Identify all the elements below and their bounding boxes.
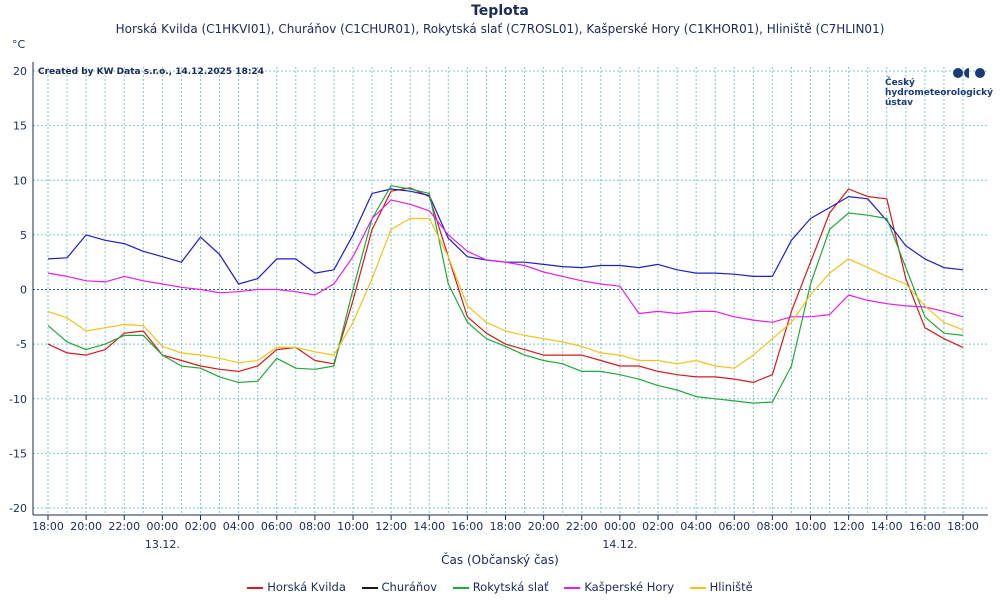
x-tick-label: 22:00: [108, 520, 140, 533]
legend-item-churanov[interactable]: Churáňov: [361, 580, 438, 594]
chart-title: Teplota: [471, 3, 529, 19]
y-tick-label: -15: [9, 447, 27, 460]
chmi-logo-icon: [953, 68, 985, 78]
y-tick-label: 5: [20, 229, 27, 242]
legend-label: Horská Kvilda: [267, 580, 346, 594]
legend-label: Kašperské Hory: [584, 580, 674, 594]
x-tick-label: 02:00: [185, 520, 217, 533]
x-tick-label: 18:00: [32, 520, 64, 533]
series-lines: [47, 185, 964, 404]
x-tick-label: 22:00: [566, 520, 598, 533]
x-tick-label: 12:00: [833, 520, 865, 533]
x-tick-label: 00:00: [604, 520, 636, 533]
logo-line-1: Český: [885, 78, 915, 88]
credits-text: Created by KW Data s.r.o., 14.12.2025 18…: [38, 67, 264, 77]
legend-item-rokytska-slat[interactable]: Rokytská slať: [452, 580, 549, 594]
legend-swatch-hliniste: [689, 586, 706, 589]
x-tick-label: 04:00: [680, 520, 712, 533]
x-tick-label: 10:00: [795, 520, 827, 533]
legend-swatch-kasperske-hory: [564, 586, 581, 589]
x-tick-label: 18:00: [490, 520, 522, 533]
chmi-logo: Český hydrometeorologický ústav: [885, 66, 994, 108]
x-tick-label: 20:00: [70, 520, 102, 533]
x-tick-label: 02:00: [642, 520, 674, 533]
x-tick-label: 14:00: [413, 520, 445, 533]
x-tick-label: 10:00: [337, 520, 369, 533]
x-tick-label: 20:00: [528, 520, 560, 533]
x-tick-label: 08:00: [299, 520, 331, 533]
series-line-rokytsk-sla-: [47, 185, 964, 404]
logo-line-2: hydrometeorologický: [885, 88, 994, 98]
x-tick-label: 16:00: [452, 520, 484, 533]
series-line-ka-persk-hory: [47, 199, 964, 323]
legend-label: Hliniště: [709, 580, 753, 594]
x-tick-label: 00:00: [147, 520, 179, 533]
legend: Horská Kvilda Churáňov Rokytská slať Kaš…: [0, 580, 1000, 594]
x-tick-label: 06:00: [718, 520, 750, 533]
date-label: 13.12.: [145, 538, 180, 551]
y-tick-label: 10: [13, 174, 27, 187]
x-tick-label: 08:00: [757, 520, 789, 533]
axes: -20 -15 -10 -5 0 5 10 15 20 18:00 20:00 22:00 00:00 0…: [9, 62, 988, 551]
x-tick-label: 14:00: [871, 520, 903, 533]
x-axis-label: Čas (Občanský čas): [441, 553, 559, 567]
x-tick-label: 06:00: [261, 520, 293, 533]
y-axis-unit: °C: [12, 38, 26, 51]
y-tick-label: 20: [13, 65, 27, 78]
y-tick-label: -5: [16, 338, 27, 351]
y-tick-label: -10: [9, 393, 27, 406]
series-line-hlini-t-: [47, 217, 964, 369]
grid-lines: [33, 67, 988, 515]
x-tick-label: 18:00: [947, 520, 979, 533]
legend-swatch-churanov: [361, 586, 378, 589]
logo-line-3: ústav: [885, 98, 914, 108]
x-tick-label: 04:00: [223, 520, 255, 533]
y-tick-label: 15: [13, 120, 27, 133]
legend-label: Churáňov: [381, 580, 438, 594]
x-tick-label: 12:00: [375, 520, 407, 533]
legend-label: Rokytská slať: [472, 580, 549, 594]
date-label: 14.12.: [602, 538, 637, 551]
legend-item-hliniste[interactable]: Hliniště: [689, 580, 753, 594]
chart-subtitle: Horská Kvilda (C1HKVI01), Churáňov (C1CH…: [115, 22, 885, 36]
series-line-horsk-kvilda: [47, 187, 964, 383]
y-tick-label: 0: [20, 284, 27, 297]
x-tick-label: 16:00: [909, 520, 941, 533]
y-tick-label: -20: [9, 502, 27, 515]
legend-item-kasperske-hory[interactable]: Kašperské Hory: [564, 580, 674, 594]
legend-swatch-horska-kvilda: [247, 586, 264, 589]
legend-item-horska-kvilda[interactable]: Horská Kvilda: [247, 580, 346, 594]
legend-swatch-rokytska-slat: [452, 586, 469, 589]
